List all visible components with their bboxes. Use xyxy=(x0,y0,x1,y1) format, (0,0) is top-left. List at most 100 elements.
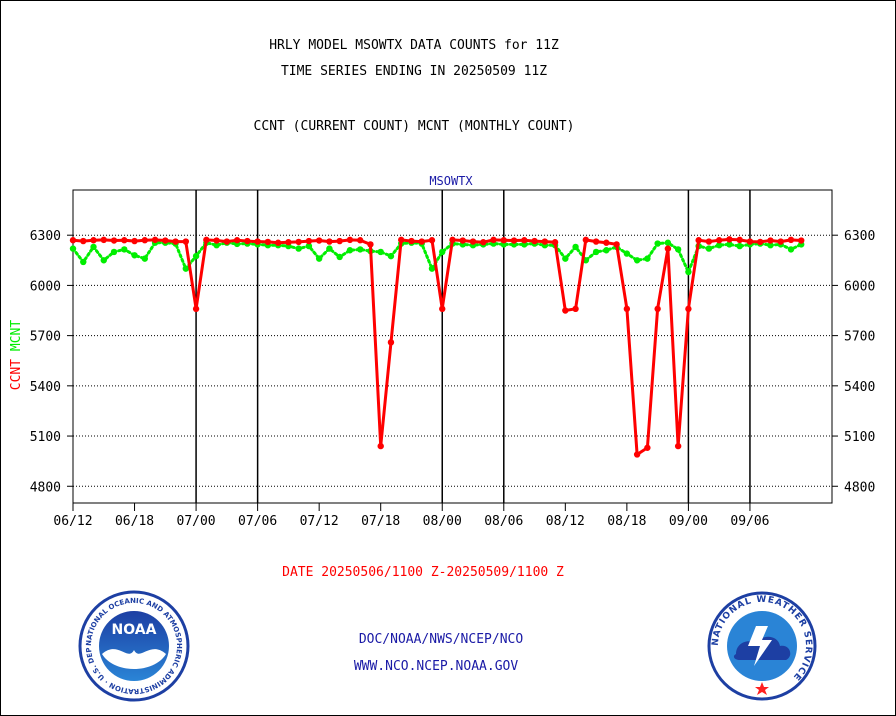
nws-logo-icon: NATIONAL WEATHER SERVICE xyxy=(707,591,817,701)
data-point-mcnt xyxy=(767,242,774,249)
data-point-ccnt xyxy=(521,237,528,244)
data-point-ccnt xyxy=(315,237,323,244)
data-point-ccnt xyxy=(192,305,200,313)
data-point-ccnt xyxy=(705,238,713,245)
data-point-ccnt xyxy=(346,236,354,244)
footer-website-link[interactable]: WWW.NCO.NCEP.NOAA.GOV xyxy=(353,659,519,674)
data-point-mcnt xyxy=(326,245,333,252)
data-point-ccnt xyxy=(592,238,600,245)
data-point-ccnt xyxy=(162,237,169,244)
data-point-mcnt xyxy=(90,243,97,251)
data-point-ccnt xyxy=(674,442,682,450)
data-point-ccnt xyxy=(582,236,590,244)
ytick-label-right: 6000 xyxy=(844,279,875,294)
xtick-label: 07/12 xyxy=(300,514,339,529)
data-point-ccnt xyxy=(613,241,620,248)
data-point-ccnt xyxy=(715,237,723,244)
data-point-mcnt xyxy=(100,257,107,264)
data-point-mcnt xyxy=(726,241,733,248)
data-point-mcnt xyxy=(592,248,600,256)
data-point-mcnt xyxy=(80,258,87,266)
data-point-ccnt xyxy=(367,241,374,248)
data-point-ccnt xyxy=(264,238,272,246)
ytick-label-right: 4800 xyxy=(844,480,875,495)
xtick-label: 07/06 xyxy=(238,514,277,529)
ytick-label-left: 5100 xyxy=(30,430,61,445)
ytick-label-right: 5700 xyxy=(844,330,875,345)
ytick-label-right: 6300 xyxy=(844,229,875,244)
data-point-ccnt xyxy=(223,238,231,245)
data-point-mcnt xyxy=(439,248,446,256)
plot-title: MSOWTX xyxy=(429,174,473,188)
data-point-ccnt xyxy=(572,305,579,313)
data-point-mcnt xyxy=(141,255,148,262)
ytick-label-right: 5400 xyxy=(844,380,875,395)
ytick-label-left: 4800 xyxy=(30,480,61,495)
data-point-mcnt xyxy=(305,242,313,250)
ytick-label-left: 6000 xyxy=(30,279,61,294)
data-point-ccnt xyxy=(356,237,364,244)
data-point-ccnt xyxy=(274,239,282,246)
data-point-ccnt xyxy=(695,237,702,244)
data-point-mcnt xyxy=(562,255,569,262)
data-point-ccnt xyxy=(787,236,795,244)
data-point-ccnt xyxy=(551,239,559,246)
data-point-ccnt xyxy=(377,442,384,450)
data-point-mcnt xyxy=(192,252,200,260)
data-point-ccnt xyxy=(644,444,651,451)
data-point-ccnt xyxy=(387,339,395,346)
data-point-ccnt xyxy=(80,237,87,245)
data-point-ccnt xyxy=(244,237,251,245)
data-point-mcnt xyxy=(674,246,682,253)
data-point-ccnt xyxy=(418,238,425,245)
data-point-mcnt xyxy=(685,268,692,276)
xtick-label: 09/00 xyxy=(669,514,708,529)
data-point-ccnt xyxy=(172,238,179,245)
data-point-mcnt xyxy=(603,247,610,254)
ylabel-ccnt: CCNT xyxy=(9,359,24,390)
noaa-logo-icon: NATIONAL OCEANIC AND ATMOSPHERIC ADMINIS… xyxy=(78,590,190,702)
data-point-mcnt xyxy=(428,265,436,272)
data-point-ccnt xyxy=(295,238,302,246)
ylabel: CCNT MCNT xyxy=(9,320,24,391)
data-point-mcnt xyxy=(654,240,661,247)
xtick-label: 08/00 xyxy=(423,514,462,529)
data-point-ccnt xyxy=(439,305,446,313)
series-line-ccnt xyxy=(72,237,802,456)
data-point-mcnt xyxy=(213,242,220,249)
data-point-mcnt xyxy=(356,246,364,253)
data-point-ccnt xyxy=(777,238,784,245)
xtick-label: 06/18 xyxy=(115,514,154,529)
ytick-label-left: 5700 xyxy=(30,330,61,345)
xtick-label: 07/00 xyxy=(177,514,216,529)
data-point-ccnt xyxy=(408,237,415,245)
data-point-mcnt xyxy=(787,246,795,253)
data-point-ccnt xyxy=(623,305,631,313)
data-point-mcnt xyxy=(736,242,743,250)
data-point-mcnt xyxy=(633,257,641,264)
ylabel-mcnt: MCNT xyxy=(9,320,24,359)
data-point-ccnt xyxy=(726,236,733,243)
data-point-mcnt xyxy=(69,245,77,252)
xtick-label: 07/18 xyxy=(361,514,400,529)
data-point-ccnt xyxy=(213,237,220,244)
data-point-mcnt xyxy=(644,255,651,262)
data-point-ccnt xyxy=(131,237,138,245)
chart-title-line1: HRLY MODEL MSOWTX DATA COUNTS for 11Z xyxy=(269,38,559,53)
data-point-ccnt xyxy=(90,237,97,244)
data-point-ccnt xyxy=(233,237,241,244)
data-point-mcnt xyxy=(295,245,302,252)
ytick-label-left: 5400 xyxy=(30,380,61,395)
data-point-ccnt xyxy=(285,239,292,246)
data-point-mcnt xyxy=(623,250,631,257)
xtick-label: 06/12 xyxy=(53,514,92,529)
xtick-label: 08/12 xyxy=(546,514,585,529)
data-point-mcnt xyxy=(182,265,190,272)
data-point-ccnt xyxy=(428,237,436,244)
data-point-mcnt xyxy=(121,246,128,253)
data-point-ccnt xyxy=(633,451,641,458)
chart-subtitle: CCNT (CURRENT COUNT) MCNT (MONTHLY COUNT… xyxy=(253,119,575,134)
data-point-mcnt xyxy=(131,252,138,259)
data-point-ccnt xyxy=(757,238,764,246)
